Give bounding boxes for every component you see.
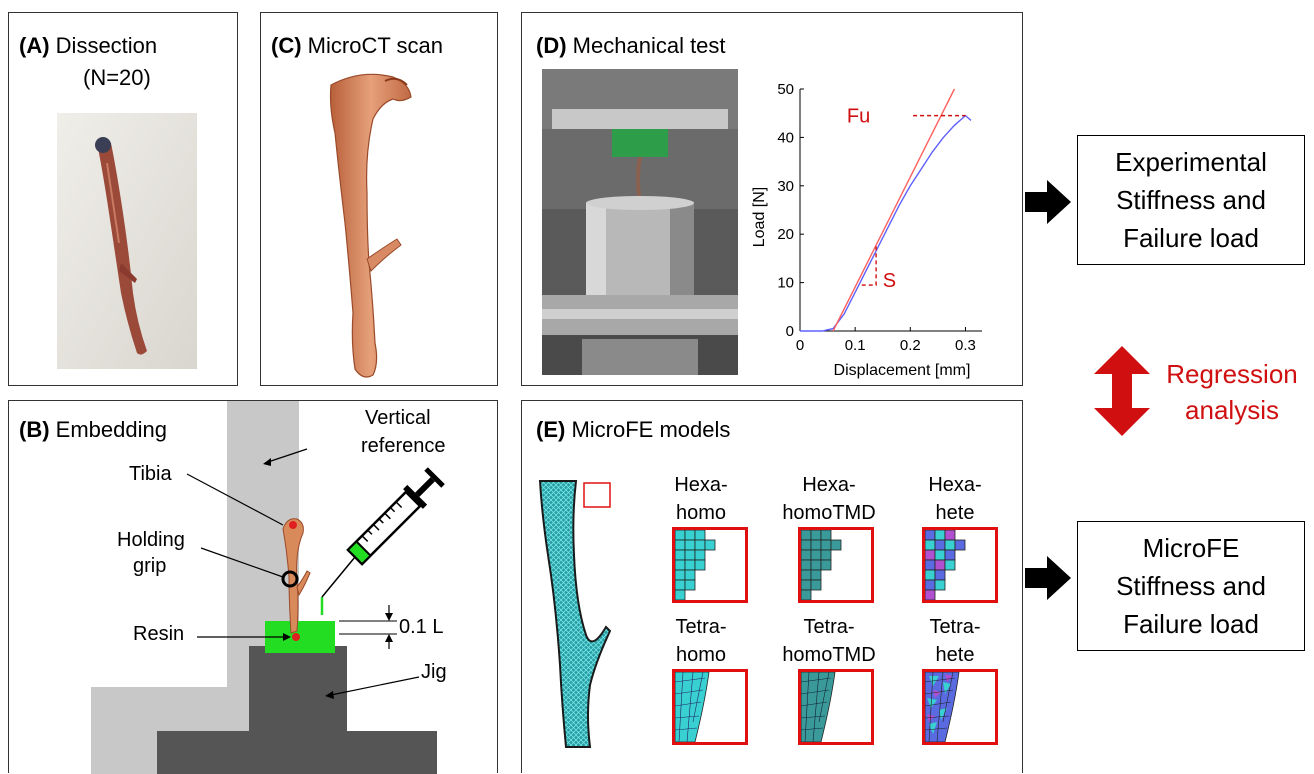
model-label-tetra-homotmd: Tetra-homoTMD xyxy=(782,616,876,666)
panel-c-title-text: MicroCT scan xyxy=(307,33,443,58)
panel-e-microfe: (E) MicroFE models Hexa-homo Hexa-homoTM… xyxy=(521,400,1023,773)
panel-b-title-text: Embedding xyxy=(55,417,167,442)
chart-y-tick-label: 20 xyxy=(777,226,794,243)
thumb-hexa-homotmd xyxy=(798,527,874,603)
thumb-tetra-homo xyxy=(672,669,748,745)
chart-xlabel: Displacement [mm] xyxy=(834,362,971,379)
chart-y-tick-label: 0 xyxy=(786,323,794,340)
panel-c-title: (C) MicroCT scan xyxy=(271,33,443,59)
experimental-line2: Stiffness and xyxy=(1116,185,1266,215)
arrow-to-experimental-icon xyxy=(1025,180,1071,224)
microct-tibia-render xyxy=(329,73,412,378)
panel-b-embedding: (B) Embedding Vertical reference Tibia H… xyxy=(8,400,498,774)
arrow-to-microfe-icon xyxy=(1025,556,1071,600)
thumb-tetra-homotmd xyxy=(798,669,874,745)
mechanical-test-photo xyxy=(542,69,738,375)
panel-a-title: (A) Dissection xyxy=(19,33,157,59)
chart-x-tick-label: 0 xyxy=(796,337,804,354)
thumb-tetra-hete xyxy=(922,669,998,745)
chart-axes: 0 0.1 0.2 0.3 0 10 20 30 40 50 xyxy=(777,81,982,354)
load-displacement-chart: 0 0.1 0.2 0.3 0 10 20 30 40 50 Fu S Displacement [… xyxy=(751,81,982,379)
panel-c-letter: (C) xyxy=(271,33,302,58)
microfe-line2: Stiffness and xyxy=(1116,571,1266,601)
chart-y-tick-label: 50 xyxy=(777,81,794,98)
microfe-output-box: MicroFE Stiffness and Failure load xyxy=(1077,521,1305,651)
model-label-hexa-homo: Hexa-homo xyxy=(674,474,728,524)
chart-x-tick-label: 0.1 xyxy=(845,337,866,354)
panel-b-title: (B) Embedding xyxy=(19,417,167,443)
label-tibia: Tibia xyxy=(129,463,172,485)
chart-y-tick-label: 10 xyxy=(777,275,794,292)
series-stiffness-line xyxy=(832,88,956,332)
panel-d-title-text: Mechanical test xyxy=(572,33,726,58)
experimental-line1: Experimental xyxy=(1115,147,1267,177)
panel-a-letter: (A) xyxy=(19,33,50,58)
regression-line1: Regression xyxy=(1166,359,1298,389)
chart-annotations: Fu S xyxy=(847,106,966,292)
thumb-hexa-hete xyxy=(922,527,998,603)
model-label-hexa-homotmd: Hexa-homoTMD xyxy=(782,474,876,524)
panel-a-dissection: (A) Dissection (N=20) xyxy=(8,12,238,386)
label-holding-grip-1: Holding xyxy=(117,529,185,551)
thumb-hexa-homo xyxy=(672,527,748,603)
panel-e-title: (E) MicroFE models xyxy=(536,417,730,443)
panel-d-title: (D) Mechanical test xyxy=(536,33,726,59)
panel-b-letter: (B) xyxy=(19,417,50,442)
panel-d-mechanical-test: (D) Mechanical test 0 0.1 0.2 0.3 0 10 20 30 40 5… xyxy=(521,12,1023,386)
regression-analysis-label: Regression analysis xyxy=(1150,356,1314,428)
panel-a-subtitle: (N=20) xyxy=(83,65,151,90)
panel-d-letter: (D) xyxy=(536,33,567,58)
label-vertical-reference-1: Vertical xyxy=(365,407,431,429)
label-length: 0.1 L xyxy=(399,616,444,638)
microfe-line1: MicroFE xyxy=(1142,533,1240,563)
label-holding-grip-2: grip xyxy=(133,555,167,577)
chart-y-tick-label: 40 xyxy=(777,129,794,146)
microfe-mesh-bone xyxy=(538,480,612,748)
chart-x-tick-label: 0.3 xyxy=(955,337,976,354)
annotation-fu: Fu xyxy=(847,106,870,128)
model-label-hexa-hete: Hexa-hete xyxy=(928,474,982,524)
vertical-reference-block xyxy=(91,401,299,774)
chart-series-group xyxy=(800,88,972,332)
chart-x-tick-label: 0.2 xyxy=(900,337,921,354)
embedding-diagram xyxy=(91,401,445,774)
label-vertical-reference-2: reference xyxy=(361,435,446,457)
holding-grip-ring xyxy=(281,570,299,588)
label-resin: Resin xyxy=(133,623,185,645)
label-jig: Jig xyxy=(421,661,447,683)
dissected-tibia-photo xyxy=(57,113,197,369)
model-label-tetra-hete: Tetra-hete xyxy=(929,616,981,666)
series-measured-curve xyxy=(800,114,972,332)
chart-y-tick-label: 30 xyxy=(777,178,794,195)
syringe-icon xyxy=(346,467,445,566)
panel-e-letter: (E) xyxy=(536,417,566,442)
experimental-output-box: Experimental Stiffness and Failure load xyxy=(1077,135,1305,265)
regression-line2: analysis xyxy=(1185,395,1279,425)
experimental-line3: Failure load xyxy=(1123,223,1259,253)
microfe-line3: Failure load xyxy=(1123,609,1259,639)
jig-block xyxy=(157,639,437,774)
panel-c-microct: (C) MicroCT scan xyxy=(260,12,498,386)
regression-double-arrow-icon xyxy=(1094,346,1150,436)
panel-a-title-text: Dissection xyxy=(55,33,158,58)
chart-ylabel: Load [N] xyxy=(751,187,768,247)
stiffness-triangle xyxy=(861,246,877,286)
model-label-tetra-homo: Tetra-homo xyxy=(675,616,727,666)
panel-e-title-text: MicroFE models xyxy=(571,417,731,442)
annotation-s: S xyxy=(883,270,896,292)
